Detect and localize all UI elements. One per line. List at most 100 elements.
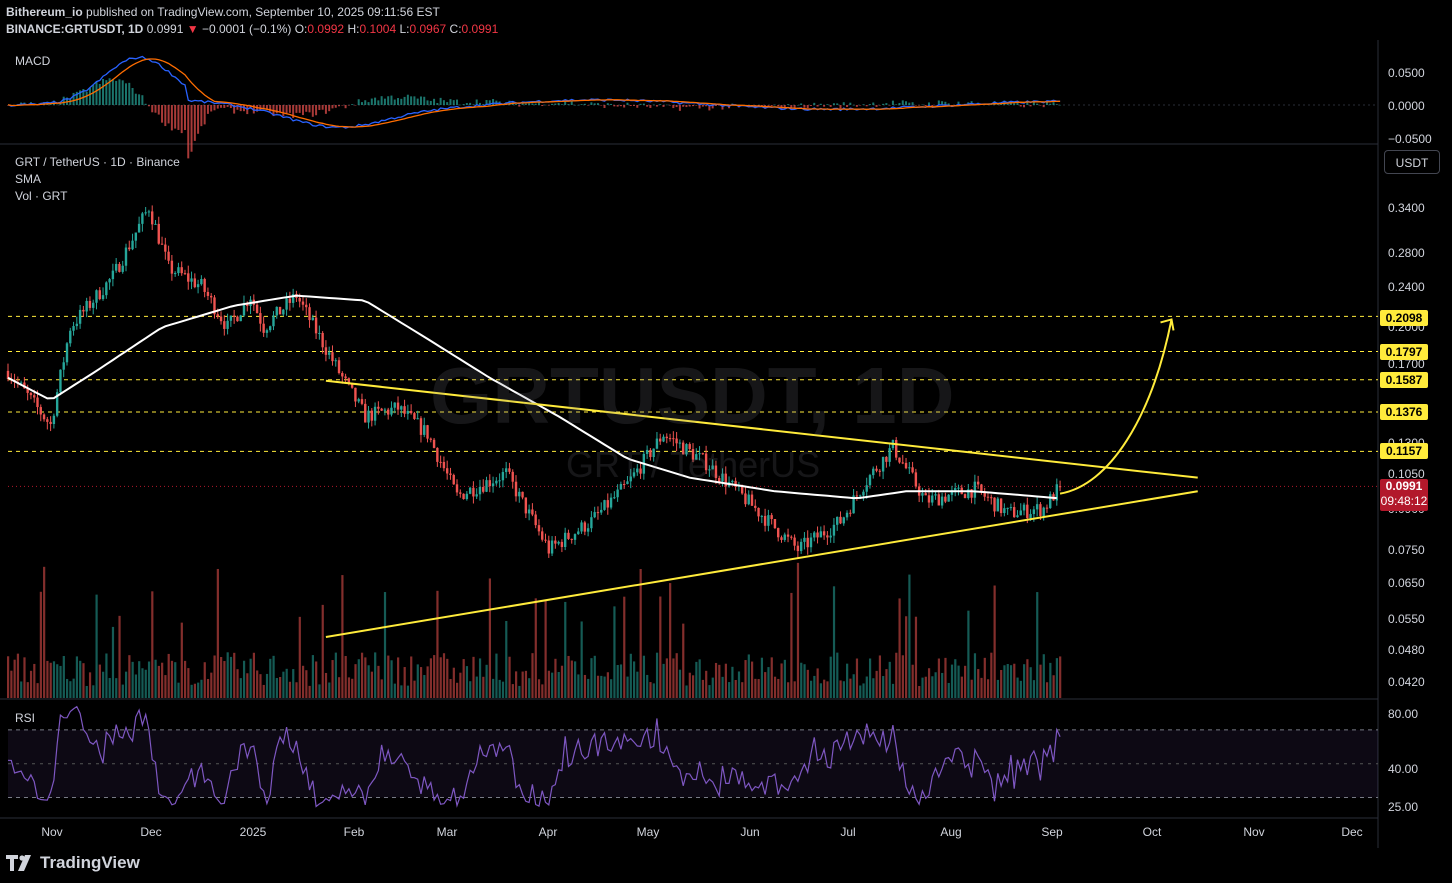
candle-body	[731, 480, 734, 483]
volume-bar	[816, 668, 819, 698]
macd-histogram-bar	[927, 102, 930, 105]
macd-histogram-bar	[646, 105, 649, 107]
volume-bar	[770, 657, 773, 698]
tradingview-logo[interactable]: TradingView	[6, 853, 140, 873]
volume-bar	[859, 685, 862, 698]
volume-bar	[79, 660, 82, 698]
macd-histogram-bar	[911, 102, 914, 105]
main-pane-title[interactable]: GRT / TetherUS · 1D · Binance	[15, 155, 180, 169]
candle-body	[698, 453, 701, 455]
currency-button[interactable]: USDT	[1384, 150, 1440, 174]
candle-body	[354, 387, 357, 402]
macd-histogram-bar	[141, 95, 144, 105]
macd-histogram-bar	[924, 105, 927, 107]
volume-bar	[826, 681, 829, 698]
candle-body	[393, 402, 396, 408]
volume-bar	[505, 621, 508, 698]
volume-bar	[242, 660, 246, 698]
volume-bar	[970, 679, 973, 698]
volume-bar	[800, 662, 803, 698]
volume-bar	[429, 658, 432, 698]
candle-body	[550, 540, 554, 554]
macd-histogram-bar	[72, 92, 75, 105]
volume-bar	[383, 592, 387, 698]
volume-bar	[750, 661, 754, 698]
macd-histogram-bar	[226, 105, 229, 107]
volume-bar	[646, 674, 649, 698]
macd-histogram-bar	[528, 103, 531, 105]
macd-histogram-bar	[1032, 102, 1035, 105]
level-tag[interactable]: 0.1797	[1380, 344, 1428, 360]
volume-bar	[197, 682, 200, 698]
volume-bar	[475, 676, 478, 698]
candle-body	[636, 468, 639, 473]
volume-bar	[498, 679, 501, 698]
volume-bar	[603, 676, 606, 698]
volume-bar	[134, 674, 138, 698]
volume-bar	[249, 658, 252, 698]
level-tag[interactable]: 0.1587	[1380, 372, 1428, 388]
publisher-name[interactable]: Bithereum_io	[6, 5, 83, 19]
macd-histogram-bar	[701, 105, 704, 107]
volume-bar	[206, 679, 210, 698]
macd-histogram-bar	[767, 105, 770, 106]
macd-histogram-bar	[675, 105, 678, 108]
volume-bar	[521, 671, 524, 698]
volume-bar	[52, 661, 56, 698]
macd-pane-label[interactable]: MACD	[15, 54, 51, 68]
volume-bar	[452, 667, 455, 698]
volume-bar	[59, 665, 62, 698]
candle-body	[767, 515, 770, 526]
candle-body	[603, 500, 606, 510]
macd-histogram-bar	[508, 100, 511, 105]
rsi-pane-label[interactable]: RSI	[15, 711, 36, 725]
level-tag[interactable]: 0.1376	[1380, 404, 1428, 420]
volume-bar	[26, 682, 29, 698]
volume-bar	[642, 655, 646, 698]
volume-bar	[256, 670, 259, 698]
publish-info: Bithereum_io published on TradingView.co…	[6, 5, 440, 19]
price-axis-label: 0.0750	[1388, 543, 1425, 557]
macd-histogram-bar	[901, 100, 904, 105]
rsi-line	[7, 705, 1061, 808]
candle-body	[537, 525, 541, 532]
volume-bar	[259, 674, 262, 698]
volume-bar	[518, 685, 521, 698]
volume-bar	[69, 681, 72, 698]
candle-body	[665, 436, 668, 439]
symbol-watermark: GRTUSDT, 1D	[430, 351, 955, 440]
x-axis-label: May	[636, 825, 660, 839]
macd-histogram-bar	[121, 80, 124, 105]
candle-body	[501, 472, 505, 481]
candle-body	[137, 223, 141, 233]
volume-bar	[36, 683, 39, 698]
macd-histogram-bar	[606, 103, 609, 105]
sma-legend-label[interactable]: SMA	[15, 172, 42, 186]
macd-histogram-bar	[269, 105, 272, 112]
candle-body	[49, 421, 52, 425]
volume-bar	[321, 604, 324, 698]
volume-bar	[983, 657, 986, 698]
macd-histogram-bar	[895, 104, 898, 105]
volume-legend-label[interactable]: Vol · GRT	[15, 189, 68, 203]
candle-body	[468, 487, 472, 494]
macd-histogram-bar	[777, 105, 780, 107]
volume-bar	[318, 684, 321, 698]
candle-body	[563, 532, 567, 547]
candle-body	[822, 531, 826, 536]
volume-bar	[23, 657, 26, 698]
volume-bar	[419, 667, 423, 698]
level-tag[interactable]: 0.1157	[1380, 443, 1428, 459]
volume-bar	[855, 658, 859, 698]
level-tag[interactable]: 0.2098	[1380, 310, 1428, 326]
candle-body	[937, 494, 941, 506]
candle-body	[511, 471, 514, 482]
volume-bar	[947, 682, 950, 698]
candle-body	[649, 449, 652, 458]
chart-canvas[interactable]	[0, 0, 1452, 848]
volume-bar	[1013, 663, 1016, 698]
macd-histogram-bar	[665, 104, 668, 106]
candle-body	[334, 360, 337, 362]
macd-histogram-bar	[88, 87, 91, 105]
volume-bar	[731, 666, 734, 698]
